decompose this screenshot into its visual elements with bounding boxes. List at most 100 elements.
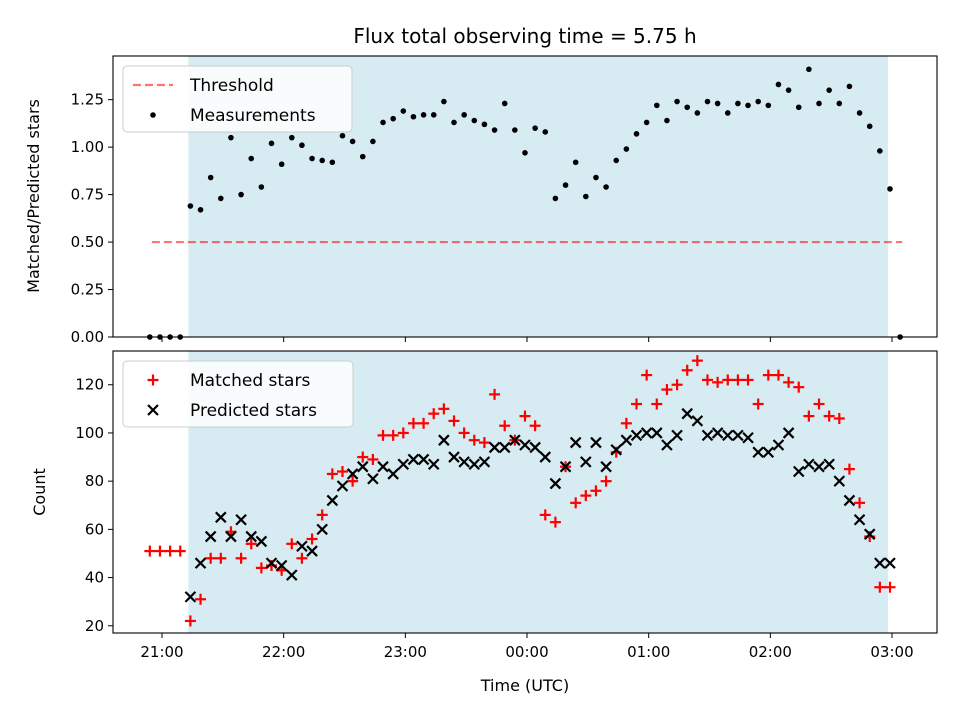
matched-star-point bbox=[854, 497, 866, 509]
legend-measurement-marker bbox=[150, 112, 156, 118]
matched-star-point bbox=[215, 552, 227, 564]
y-tick-label: 0.00 bbox=[71, 328, 104, 346]
matched-star-point bbox=[813, 398, 825, 410]
measurement-point bbox=[451, 119, 457, 126]
y-tick-label: 120 bbox=[75, 376, 104, 394]
y-tick-label: 1.25 bbox=[71, 91, 104, 109]
predicted-star-point bbox=[691, 415, 704, 427]
measurement-point bbox=[329, 159, 336, 166]
y-tick-label: 80 bbox=[85, 472, 104, 490]
predicted-star-point bbox=[387, 468, 399, 480]
matched-star-point bbox=[499, 420, 511, 432]
matched-star-point bbox=[357, 451, 369, 463]
predicted-star-point bbox=[478, 456, 491, 468]
predicted-star-point bbox=[265, 557, 278, 569]
matched-star-point bbox=[752, 398, 764, 410]
predicted-star-point bbox=[509, 434, 521, 446]
measurement-point bbox=[806, 66, 812, 73]
measurement-point bbox=[420, 112, 427, 118]
matched-star-point bbox=[336, 466, 348, 478]
measurement-point bbox=[187, 203, 194, 209]
measurement-point bbox=[319, 157, 325, 164]
measurement-point bbox=[339, 132, 346, 139]
predicted-star-point bbox=[255, 535, 268, 548]
predicted-star-point bbox=[732, 429, 744, 442]
y-tick-label: 20 bbox=[85, 617, 104, 635]
predicted-star-point bbox=[438, 434, 450, 446]
predicted-star-point bbox=[569, 436, 582, 449]
matched-star-point bbox=[580, 490, 592, 502]
measurement-point bbox=[633, 131, 640, 137]
matched-star-point bbox=[326, 468, 338, 480]
matched-star-point bbox=[397, 427, 409, 439]
measurement-point bbox=[572, 159, 579, 166]
predicted-star-point bbox=[884, 557, 896, 569]
matched-star-point bbox=[286, 538, 298, 550]
legend-label: Measurements bbox=[190, 106, 316, 126]
measurement-point bbox=[441, 98, 447, 105]
predicted-star-point bbox=[488, 441, 501, 454]
measurement-point bbox=[704, 98, 711, 105]
measurement-point bbox=[877, 148, 883, 154]
measurement-point bbox=[349, 138, 356, 145]
matched-star-point bbox=[600, 475, 612, 487]
matched-star-point bbox=[793, 381, 805, 393]
measurement-point bbox=[684, 104, 691, 111]
measurement-point bbox=[775, 81, 782, 88]
matched-star-point bbox=[590, 485, 602, 497]
matched-star-point bbox=[742, 374, 754, 386]
predicted-star-point bbox=[204, 530, 217, 543]
matched-star-point bbox=[539, 509, 551, 521]
matched-star-point bbox=[438, 403, 450, 415]
bottom-y-axis-label: Count bbox=[30, 468, 49, 516]
predicted-star-point bbox=[286, 569, 298, 581]
matched-star-point bbox=[489, 388, 501, 400]
matched-star-point bbox=[651, 398, 663, 410]
measurement-point bbox=[664, 117, 670, 124]
matched-star-point bbox=[762, 369, 774, 381]
predicted-star-point bbox=[762, 446, 775, 459]
measurement-point bbox=[471, 117, 478, 124]
matched-star-point bbox=[407, 417, 419, 429]
measurement-point bbox=[623, 146, 630, 152]
measurement-point bbox=[846, 83, 853, 90]
matched-star-point bbox=[387, 429, 399, 441]
matched-star-point bbox=[235, 552, 247, 564]
y-tick-label: 100 bbox=[75, 424, 104, 442]
matched-star-point bbox=[306, 533, 318, 545]
measurement-point bbox=[380, 119, 386, 126]
predicted-star-point bbox=[610, 444, 623, 456]
predicted-star-point bbox=[427, 458, 440, 471]
predicted-star-point bbox=[620, 434, 633, 446]
matched-star-point bbox=[681, 364, 693, 376]
matched-star-point bbox=[874, 581, 886, 593]
predicted-star-point bbox=[296, 540, 308, 553]
measurement-point bbox=[714, 100, 721, 107]
matched-star-point bbox=[833, 412, 845, 424]
legend-predicted-marker bbox=[147, 404, 159, 416]
measurement-point bbox=[856, 110, 863, 116]
matched-star-point bbox=[570, 497, 582, 509]
matched-star-point bbox=[701, 374, 713, 386]
measurement-point bbox=[207, 174, 214, 181]
matched-star-point bbox=[732, 374, 744, 386]
predicted-star-point bbox=[498, 441, 511, 454]
predicted-star-point bbox=[640, 427, 653, 439]
measurement-point bbox=[643, 119, 650, 126]
predicted-star-point bbox=[559, 460, 572, 473]
predicted-star-point bbox=[772, 439, 785, 451]
x-tick-label: 02:00 bbox=[749, 643, 792, 661]
predicted-star-point bbox=[215, 511, 227, 524]
predicted-star-point bbox=[752, 446, 764, 459]
measurement-point bbox=[430, 112, 437, 118]
matched-star-point bbox=[154, 545, 166, 557]
predicted-star-point bbox=[874, 557, 886, 569]
measurement-point bbox=[887, 186, 893, 192]
predicted-star-point bbox=[519, 439, 531, 451]
matched-star-point bbox=[549, 516, 561, 528]
measurement-point bbox=[238, 191, 244, 198]
measurement-point bbox=[603, 184, 609, 190]
matched-star-point bbox=[712, 376, 724, 388]
measurement-point bbox=[491, 127, 498, 133]
predicted-star-point bbox=[448, 451, 460, 463]
